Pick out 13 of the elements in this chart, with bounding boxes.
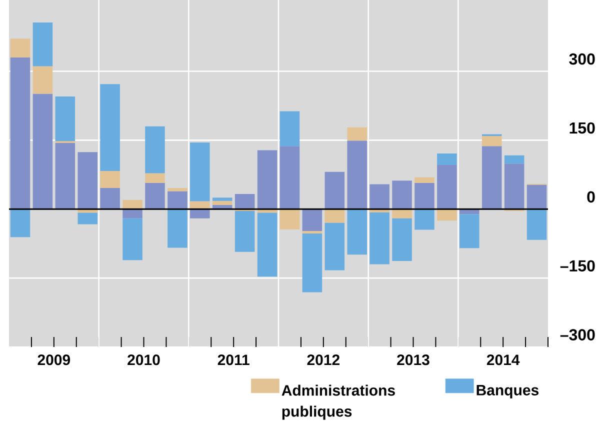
x-tick-label: 2013 (397, 354, 430, 366)
y-tick-label: –150 (560, 260, 595, 272)
x-tick-label: 2010 (128, 354, 160, 366)
x-tick-label: 2012 (307, 354, 340, 366)
x-tick-label: 2011 (218, 354, 250, 366)
y-tick-label: 150 (570, 122, 595, 134)
legend-label: Banques (476, 384, 538, 398)
y-tick-label: 0 (587, 191, 595, 203)
x-tick-label: 2014 (486, 354, 520, 366)
y-tick-label: –300 (560, 329, 595, 340)
y-tick-label: 300 (569, 53, 595, 65)
x-tick-label: 2009 (38, 354, 70, 366)
legend-label: Administrations publiques (282, 384, 395, 420)
